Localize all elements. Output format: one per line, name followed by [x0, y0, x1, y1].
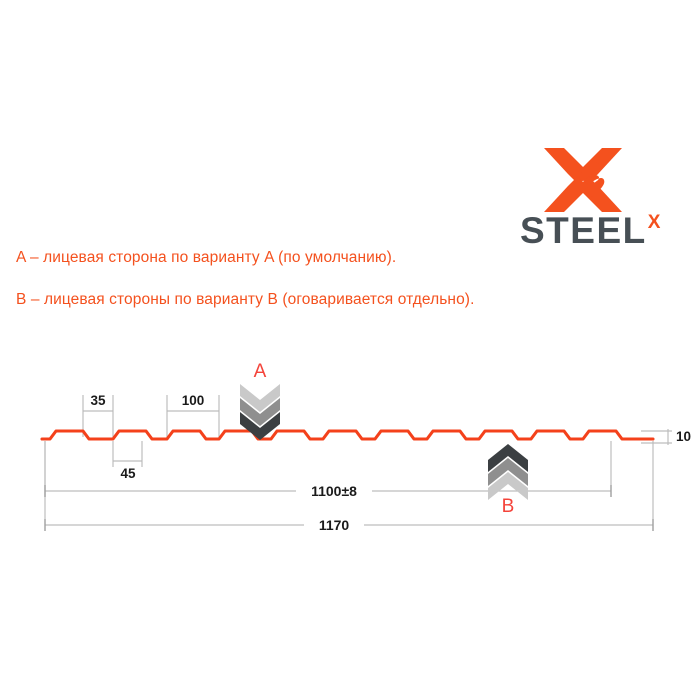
profile-technical-drawing: 35 100 45 10 1100±8 1170	[0, 345, 700, 545]
dimension-label-rib-pitch: 100	[182, 393, 205, 408]
steelx-x-logo-icon	[542, 144, 624, 216]
variant-b-chevrons-up-icon	[486, 444, 530, 505]
dimension-label-valley-width: 45	[120, 466, 136, 481]
dimension-lines	[45, 410, 653, 526]
dimension-end-ticks	[44, 485, 654, 531]
variant-b-letter: B	[501, 496, 515, 517]
dimension-label-rib-top-width: 35	[90, 393, 106, 408]
variant-a-chevrons-down-icon	[238, 384, 282, 445]
dimension-extension-lines	[44, 395, 672, 531]
variant-a-marker: A	[236, 362, 284, 440]
brand-wordmark: STEEL X	[520, 210, 690, 251]
dimension-label-working-width: 1100±8	[311, 483, 357, 499]
dimension-label-overall-width: 1170	[319, 517, 350, 533]
dimension-label-profile-height: 10	[676, 429, 691, 444]
trapezoidal-profile-outline	[40, 429, 655, 441]
variant-a-letter: A	[253, 361, 267, 382]
legend-variant-a: A – лицевая сторона по варианту A (по ум…	[16, 249, 397, 266]
brand-logo: STEEL X	[520, 140, 690, 250]
variant-b-marker: B	[484, 444, 532, 516]
dimension-labels: 35 100 45 10 1100±8 1170	[90, 393, 691, 533]
wordmark-steel-text: STEEL	[520, 210, 647, 251]
legend-variant-b: B – лицевая стороны по варианту B (огова…	[16, 291, 475, 308]
wordmark-x-superscript: X	[647, 212, 661, 233]
